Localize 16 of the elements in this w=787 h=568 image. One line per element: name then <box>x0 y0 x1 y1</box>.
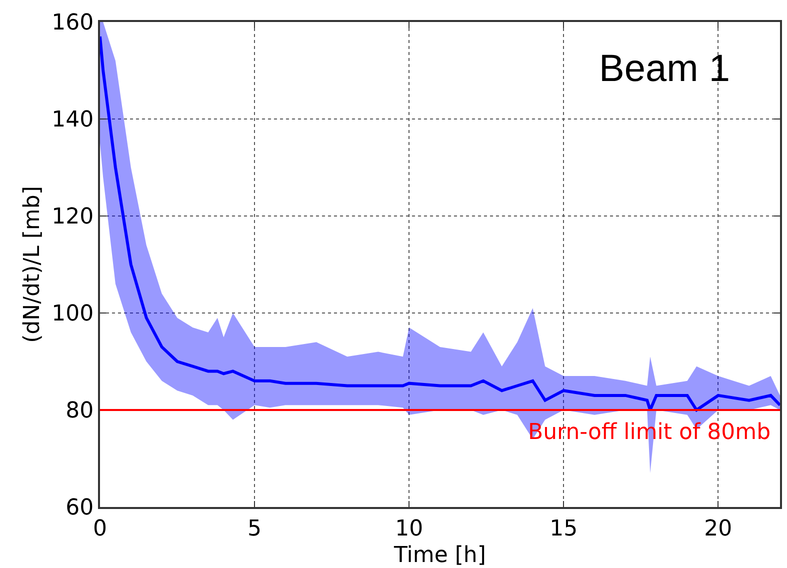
y-tick-label: 140 <box>52 108 94 133</box>
y-tick-label: 160 <box>52 10 94 36</box>
y-tick-label: 100 <box>52 302 94 327</box>
ref-line-label: Burn-off limit of 80mb <box>528 420 771 445</box>
y-tick-label: 120 <box>52 204 94 230</box>
y-tick-label: 60 <box>66 496 94 521</box>
y-axis-title: (dN/dt)/L [mb] <box>20 186 45 343</box>
annotation: Beam 1 <box>599 48 730 90</box>
y-tick-label: 80 <box>66 398 94 424</box>
x-tick-label: 5 <box>248 516 262 542</box>
x-axis-title: Time [h] <box>393 542 486 568</box>
x-tick-label: 10 <box>395 516 424 542</box>
x-tick-label: 0 <box>93 516 107 542</box>
x-tick-label: 20 <box>704 516 732 542</box>
line-series <box>100 35 780 412</box>
x-tick-label: 15 <box>550 516 578 542</box>
